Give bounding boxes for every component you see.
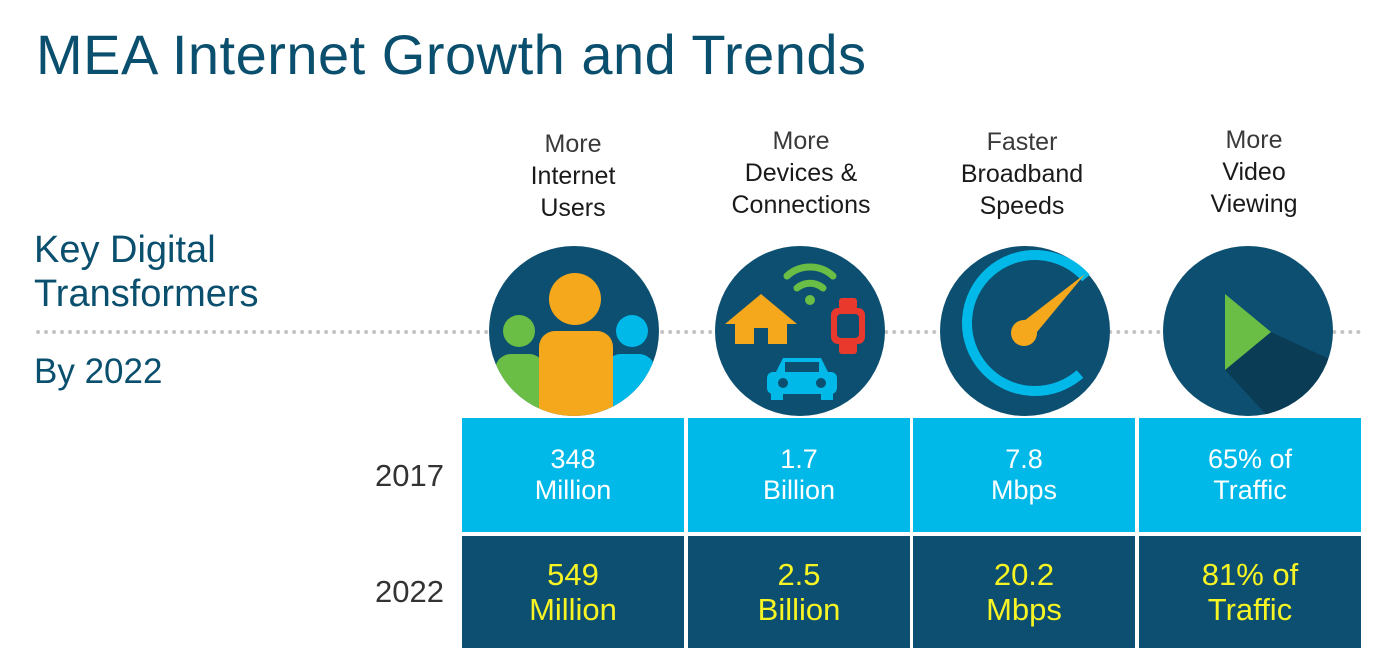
cell-value: 348	[550, 444, 596, 474]
cell-2017-devices: 1.7 Billion	[688, 418, 910, 532]
cell-value: 1.7	[780, 444, 818, 474]
cell-unit: Million	[534, 475, 612, 505]
column-header-top: More	[544, 130, 602, 158]
cell-value: 7.8	[1005, 444, 1043, 474]
cell-unit: Million	[529, 592, 617, 627]
speedometer-icon	[940, 246, 1110, 416]
column-header-video: More Video Viewing	[1149, 124, 1359, 220]
cell-unit: Traffic	[1207, 592, 1293, 627]
column-header-top: More	[1225, 126, 1283, 154]
cell-2017-internet-users: 348 Million	[462, 418, 684, 532]
column-header-devices: More Devices & Connections	[696, 125, 906, 221]
cell-value: 81% of	[1201, 557, 1299, 592]
cell-unit: Billion	[762, 475, 836, 505]
cell-value: 20.2	[993, 557, 1055, 592]
column-header-top: More	[772, 127, 830, 155]
play-icon	[1163, 246, 1333, 416]
column-header-line2: Devices &	[744, 159, 858, 187]
users-icon	[489, 246, 659, 416]
column-header-line2: Video	[1222, 158, 1286, 186]
column-header-line3: Viewing	[1210, 190, 1298, 218]
column-header-line3: Speeds	[979, 192, 1065, 220]
page-title: MEA Internet Growth and Trends	[36, 23, 867, 86]
column-header-broadband: Faster Broadband Speeds	[917, 126, 1127, 222]
devices-icon	[715, 246, 885, 416]
cell-2022-broadband: 20.2 Mbps	[913, 536, 1135, 648]
cell-unit: Billion	[757, 592, 841, 627]
cell-unit: Mbps	[990, 475, 1058, 505]
column-header-line2: Internet	[530, 162, 616, 190]
dotted-divider	[36, 330, 1362, 334]
cell-unit: Mbps	[986, 592, 1062, 627]
cell-value: 549	[547, 557, 599, 592]
cell-2022-video: 81% of Traffic	[1139, 536, 1361, 648]
subtitle-line-2: Transformers	[34, 273, 259, 315]
column-header-line3: Users	[540, 194, 606, 222]
cell-value: 65% of	[1207, 444, 1293, 474]
column-header-top: Faster	[986, 128, 1058, 156]
column-header-line3: Connections	[731, 191, 871, 219]
cell-2017-broadband: 7.8 Mbps	[913, 418, 1135, 532]
row-label-2022: 2022	[375, 574, 444, 609]
cell-2022-internet-users: 549 Million	[462, 536, 684, 648]
section-subtitle: Key Digital Transformers	[34, 228, 259, 316]
cell-2022-devices: 2.5 Billion	[688, 536, 910, 648]
cell-2017-video: 65% of Traffic	[1139, 418, 1361, 532]
row-label-2017: 2017	[375, 458, 444, 493]
column-header-line2: Broadband	[960, 160, 1084, 188]
cell-unit: Traffic	[1213, 475, 1287, 505]
column-header-internet-users: More Internet Users	[468, 128, 678, 224]
by-year-label: By 2022	[34, 352, 163, 391]
subtitle-line-1: Key Digital	[34, 229, 216, 271]
cell-value: 2.5	[777, 557, 821, 592]
